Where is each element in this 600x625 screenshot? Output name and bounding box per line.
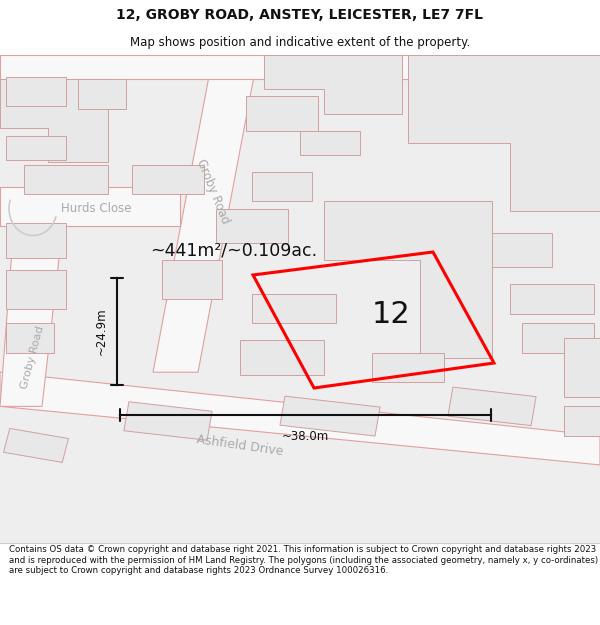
Polygon shape bbox=[124, 402, 212, 440]
Text: 12, GROBY ROAD, ANSTEY, LEICESTER, LE7 7FL: 12, GROBY ROAD, ANSTEY, LEICESTER, LE7 7… bbox=[116, 8, 484, 22]
Polygon shape bbox=[324, 201, 492, 358]
Polygon shape bbox=[246, 96, 318, 131]
Polygon shape bbox=[252, 172, 312, 201]
Text: Contains OS data © Crown copyright and database right 2021. This information is : Contains OS data © Crown copyright and d… bbox=[9, 546, 598, 575]
Polygon shape bbox=[162, 260, 222, 299]
Text: 12: 12 bbox=[372, 300, 411, 329]
Text: ~441m²/~0.109ac.: ~441m²/~0.109ac. bbox=[150, 241, 317, 259]
Polygon shape bbox=[6, 223, 66, 258]
Polygon shape bbox=[0, 55, 600, 79]
Polygon shape bbox=[448, 387, 536, 426]
Polygon shape bbox=[264, 55, 402, 114]
Polygon shape bbox=[510, 284, 594, 314]
Polygon shape bbox=[522, 323, 594, 352]
Text: ~38.0m: ~38.0m bbox=[282, 429, 329, 442]
Polygon shape bbox=[300, 131, 360, 155]
Polygon shape bbox=[0, 79, 108, 162]
Polygon shape bbox=[240, 341, 324, 374]
Text: Groby Road: Groby Road bbox=[194, 158, 232, 226]
Text: Hurds Close: Hurds Close bbox=[61, 202, 131, 215]
Polygon shape bbox=[564, 406, 600, 436]
Text: ~24.9m: ~24.9m bbox=[95, 308, 108, 355]
Polygon shape bbox=[6, 270, 66, 309]
Polygon shape bbox=[252, 294, 336, 323]
Polygon shape bbox=[6, 136, 66, 160]
Polygon shape bbox=[216, 209, 288, 243]
Polygon shape bbox=[24, 165, 108, 194]
Polygon shape bbox=[78, 79, 126, 109]
Text: Map shows position and indicative extent of the property.: Map shows position and indicative extent… bbox=[130, 36, 470, 49]
Text: Ashfield Drive: Ashfield Drive bbox=[196, 433, 284, 458]
Polygon shape bbox=[280, 396, 380, 436]
Polygon shape bbox=[408, 55, 600, 211]
Polygon shape bbox=[0, 250, 60, 406]
Polygon shape bbox=[372, 352, 444, 382]
Polygon shape bbox=[0, 187, 180, 226]
Polygon shape bbox=[6, 77, 66, 106]
Text: Groby Road: Groby Road bbox=[20, 325, 46, 390]
Polygon shape bbox=[6, 323, 54, 352]
Polygon shape bbox=[153, 55, 258, 372]
Polygon shape bbox=[132, 165, 204, 194]
Polygon shape bbox=[564, 338, 600, 397]
Polygon shape bbox=[0, 372, 600, 465]
Polygon shape bbox=[468, 233, 552, 268]
Polygon shape bbox=[4, 428, 68, 462]
